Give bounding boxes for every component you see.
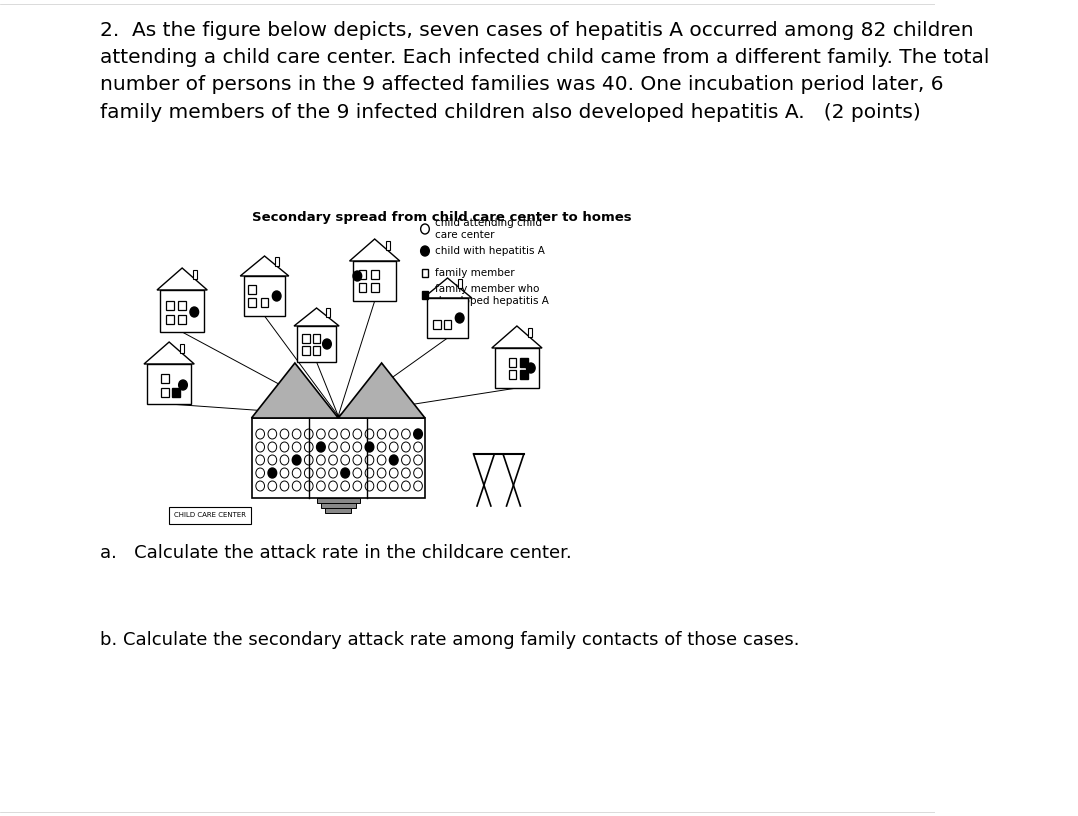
Text: a.   Calculate the attack rate in the childcare center.: a. Calculate the attack rate in the chil… — [100, 544, 571, 562]
Bar — [244, 276, 286, 316]
Bar — [386, 241, 390, 250]
Bar — [359, 282, 367, 291]
Circle shape — [268, 468, 277, 478]
Bar — [180, 344, 184, 353]
Bar — [371, 269, 378, 278]
Circle shape — [420, 246, 429, 256]
Bar — [444, 320, 452, 329]
Circle shape — [190, 307, 198, 317]
Bar — [161, 374, 168, 383]
Bar — [520, 357, 528, 366]
Bar — [249, 285, 257, 294]
Bar — [520, 370, 528, 379]
Circle shape — [273, 291, 281, 301]
FancyBboxPatch shape — [169, 507, 251, 524]
Polygon shape — [251, 363, 338, 418]
Bar — [359, 269, 367, 278]
Bar — [275, 257, 279, 266]
Bar — [321, 503, 356, 508]
Bar — [421, 269, 428, 277]
Circle shape — [292, 455, 301, 465]
Bar — [327, 308, 331, 317]
Bar — [421, 291, 428, 299]
Bar — [509, 357, 516, 366]
Bar — [458, 279, 462, 288]
Circle shape — [353, 271, 361, 281]
Text: Secondary spread from child care center to homes: Secondary spread from child care center … — [251, 211, 631, 224]
Bar — [509, 370, 516, 379]
Bar — [371, 282, 378, 291]
Circle shape — [526, 363, 535, 373]
Bar — [326, 508, 351, 513]
Text: child attending child
care center: child attending child care center — [436, 218, 542, 240]
Circle shape — [322, 339, 331, 349]
Text: child with hepatitis A: child with hepatitis A — [436, 246, 545, 256]
Bar — [193, 270, 197, 279]
Bar — [495, 348, 539, 388]
Bar — [427, 298, 468, 338]
Circle shape — [341, 468, 349, 478]
Text: 2.  As the figure below depicts, seven cases of hepatitis A occurred among 82 ch: 2. As the figure below depicts, seven ca… — [100, 21, 990, 122]
Bar — [161, 290, 204, 332]
Bar — [249, 298, 257, 307]
Bar — [251, 418, 425, 498]
Text: family member who
developed hepatitis A: family member who developed hepatitis A — [436, 284, 550, 306]
Bar — [178, 314, 186, 323]
Bar — [302, 345, 310, 354]
Circle shape — [414, 429, 423, 439]
Polygon shape — [338, 363, 425, 418]
Text: b. Calculate the secondary attack rate among family contacts of those cases.: b. Calculate the secondary attack rate a… — [100, 631, 799, 649]
Bar — [317, 498, 360, 503]
Circle shape — [455, 313, 464, 323]
Text: CHILD CARE CENTER: CHILD CARE CENTER — [174, 512, 246, 518]
Bar — [261, 298, 268, 307]
Bar — [302, 334, 310, 343]
Bar — [298, 326, 335, 362]
Bar — [313, 334, 320, 343]
Circle shape — [317, 442, 326, 452]
Bar — [166, 314, 174, 323]
Text: family member: family member — [436, 268, 515, 278]
Bar — [353, 261, 397, 301]
Bar — [178, 300, 186, 309]
Bar — [172, 388, 180, 397]
Bar — [166, 300, 174, 309]
Bar — [528, 328, 533, 337]
Circle shape — [365, 442, 374, 452]
Circle shape — [179, 380, 188, 390]
Bar — [433, 320, 441, 329]
Bar — [148, 364, 191, 404]
Circle shape — [389, 455, 398, 465]
Bar — [161, 388, 168, 397]
Bar — [313, 345, 320, 354]
